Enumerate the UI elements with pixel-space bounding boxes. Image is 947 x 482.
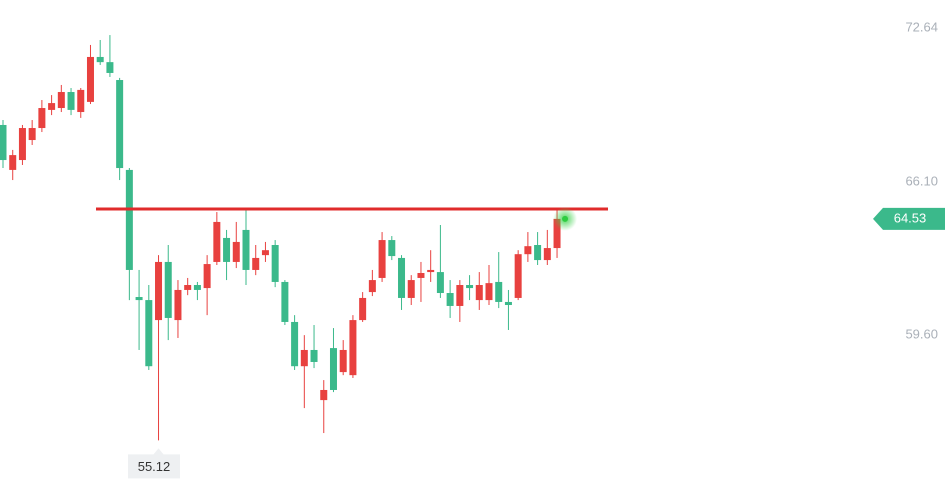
live-dot xyxy=(562,215,569,222)
candle-body xyxy=(57,92,65,109)
candle-body xyxy=(359,297,367,321)
candle-body xyxy=(291,321,299,367)
candle-body xyxy=(514,254,522,298)
candle-body xyxy=(524,246,532,255)
candle-body xyxy=(329,348,337,390)
candle-body xyxy=(466,285,474,289)
candle-body xyxy=(18,128,26,161)
candle-body xyxy=(368,280,376,293)
candle-body xyxy=(184,285,192,290)
candle-body xyxy=(398,257,406,298)
candle-body xyxy=(378,240,386,278)
candle-body xyxy=(310,349,318,362)
candle-body xyxy=(164,261,172,318)
candle-body xyxy=(96,56,104,63)
candle-body xyxy=(67,92,75,110)
candle-body xyxy=(106,62,114,73)
candle-body xyxy=(261,250,269,256)
price-tag xyxy=(873,207,945,230)
candle-body xyxy=(300,349,308,367)
candle-body xyxy=(339,349,347,373)
min-label-box xyxy=(128,448,180,479)
candle-body xyxy=(242,229,250,270)
candle-body xyxy=(38,108,46,129)
candle-body xyxy=(203,264,211,289)
candle-body xyxy=(28,128,36,141)
candle-body xyxy=(475,285,483,301)
candle-body xyxy=(116,80,124,169)
candle-body xyxy=(145,300,153,367)
y-tick-label: 72.64 xyxy=(905,19,938,34)
candle-body xyxy=(77,89,85,113)
candle-body xyxy=(456,285,464,306)
candle-body xyxy=(417,273,425,278)
candle-body xyxy=(320,389,328,401)
candle-body xyxy=(48,103,56,110)
candle-body xyxy=(388,240,396,257)
candle-body xyxy=(86,56,94,102)
candle-body xyxy=(281,281,289,322)
candle-body xyxy=(174,289,182,321)
candle-body xyxy=(135,297,143,301)
min-label: 55.12 xyxy=(138,459,171,474)
candle-body xyxy=(485,283,493,301)
candle-body xyxy=(436,272,444,294)
candle-body xyxy=(0,124,7,161)
candle-body xyxy=(349,320,357,376)
candle-body xyxy=(427,269,435,273)
price-tag-label: 64.53 xyxy=(894,210,927,225)
candle-body xyxy=(9,155,17,170)
candle-body xyxy=(125,169,133,270)
candle-body xyxy=(553,218,561,249)
candle-body xyxy=(223,237,231,262)
y-tick-label: 59.60 xyxy=(905,326,938,341)
candle-body xyxy=(543,248,551,261)
candle-body xyxy=(193,285,201,290)
candle-body xyxy=(495,281,503,302)
candle-body xyxy=(232,241,240,262)
candle-body xyxy=(271,245,279,282)
candle-body xyxy=(534,245,542,261)
candle-body xyxy=(446,293,454,306)
candle-body xyxy=(155,261,163,321)
y-tick-label: 66.10 xyxy=(905,173,938,188)
candle-body xyxy=(504,301,512,306)
candle-body xyxy=(407,280,415,298)
candle-body xyxy=(252,257,260,270)
candle-body xyxy=(213,221,221,262)
